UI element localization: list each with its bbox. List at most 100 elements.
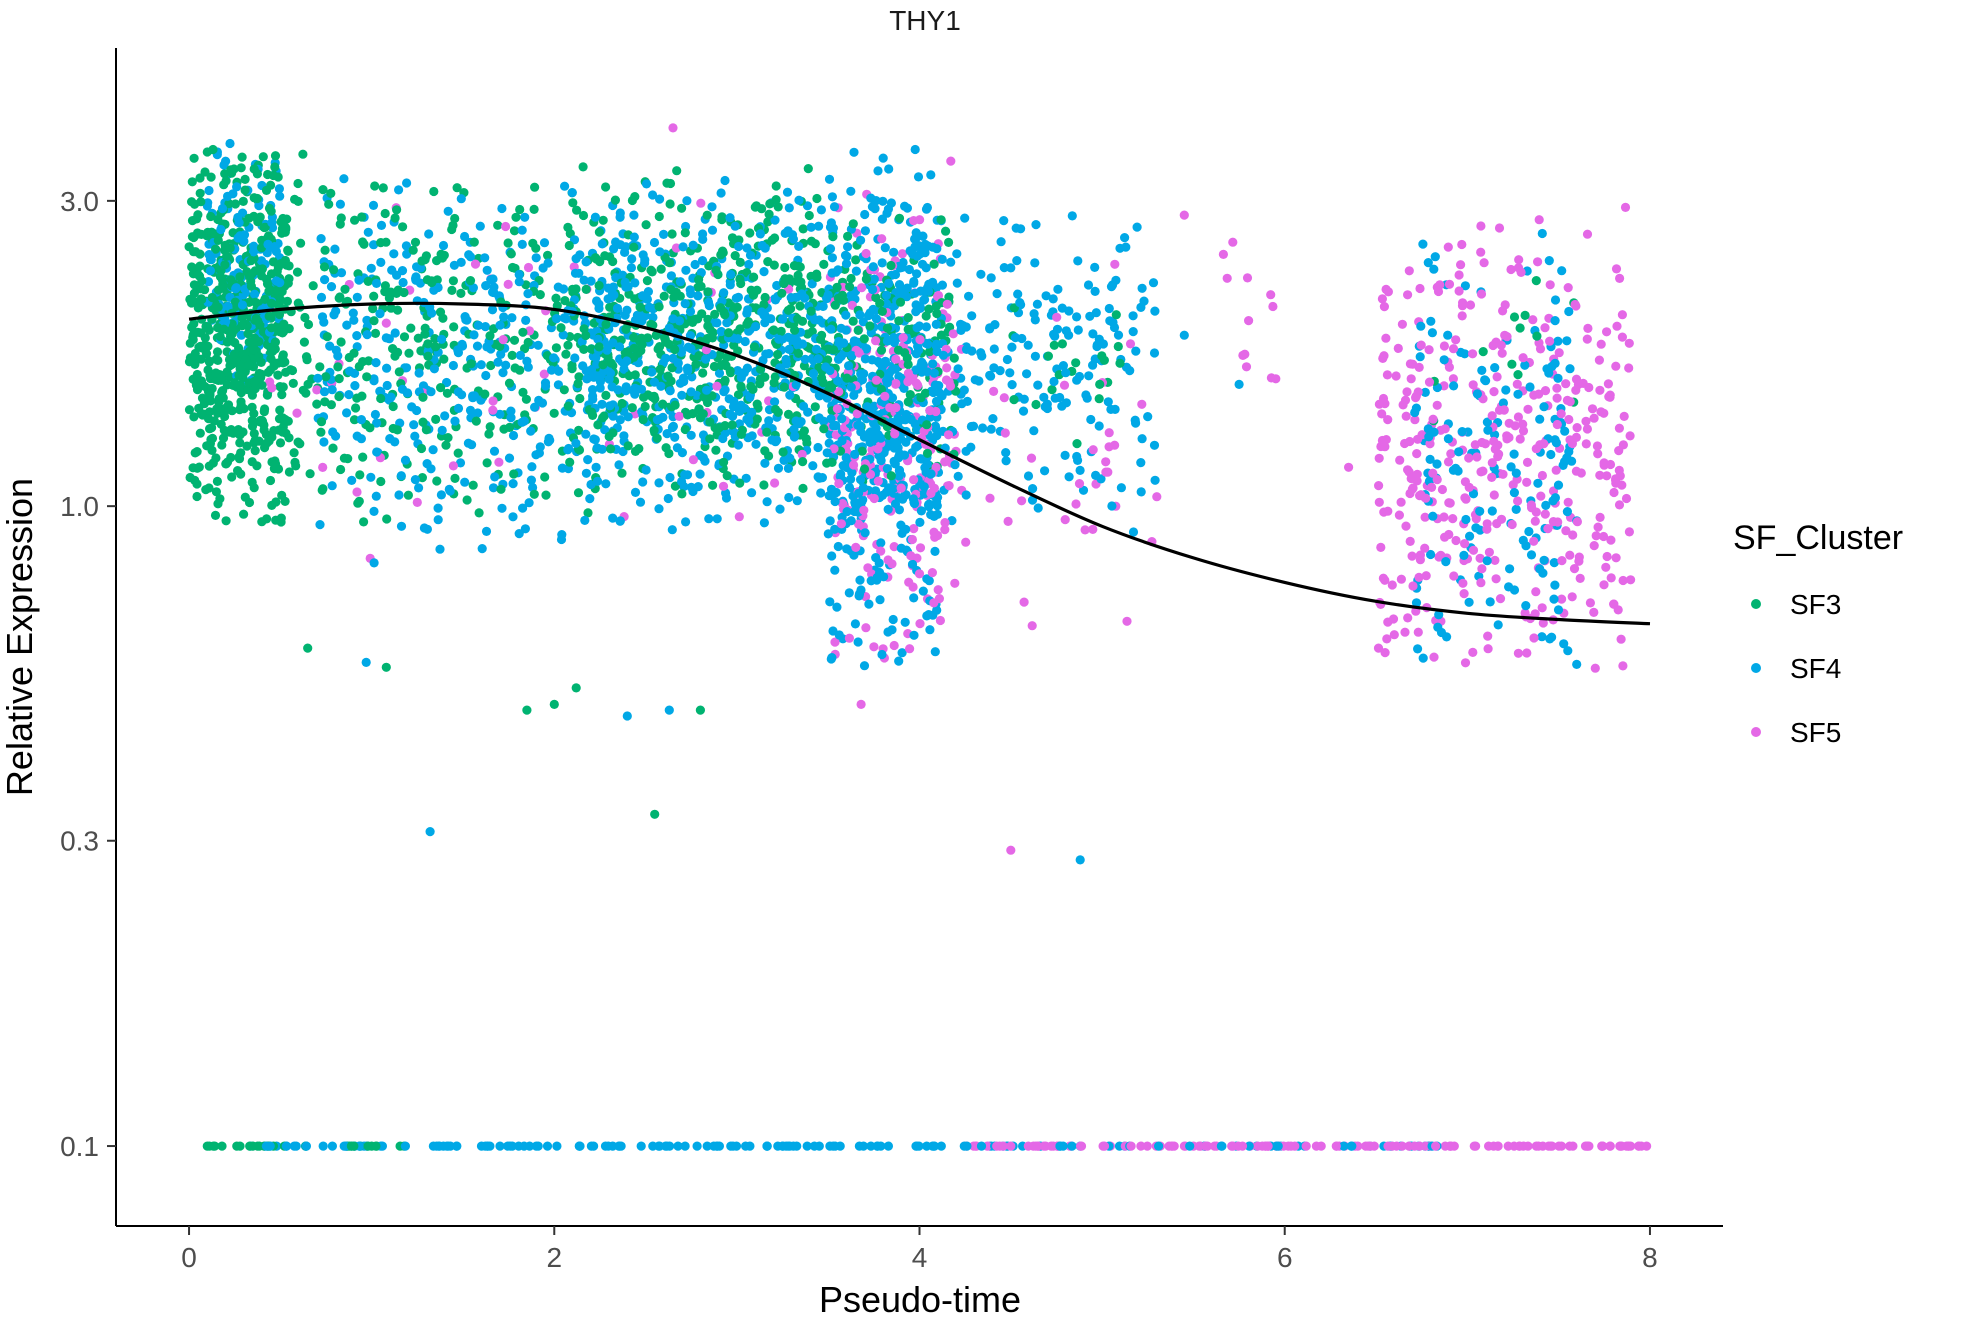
point-sf4 (558, 330, 568, 340)
point-sf5 (1497, 348, 1507, 358)
point-sf4 (1521, 541, 1531, 551)
point-sf3 (413, 333, 423, 343)
point-sf4 (855, 310, 865, 320)
point-sf4 (570, 268, 581, 278)
point-sf5 (1599, 531, 1609, 542)
point-sf4 (475, 221, 485, 231)
point-sf4 (871, 314, 882, 324)
point-sf5 (1000, 428, 1010, 438)
point-sf3 (250, 376, 260, 386)
point-sf3 (736, 278, 746, 289)
point-sf4 (1475, 506, 1485, 516)
point-sf4 (673, 358, 683, 368)
point-sf4 (916, 506, 927, 516)
point-sf5 (861, 623, 871, 633)
point-sf4 (1040, 402, 1050, 412)
point-sf5 (1611, 361, 1621, 371)
point-sf3 (420, 329, 430, 339)
point-sf5 (1179, 210, 1189, 220)
point-sf5 (1379, 302, 1389, 312)
point-sf4 (1506, 462, 1516, 472)
point-sf5 (1506, 264, 1516, 275)
point-sf3 (222, 402, 232, 412)
point-sf5 (1556, 409, 1566, 419)
point-sf5 (1591, 531, 1601, 541)
point-sf4 (1426, 549, 1436, 560)
point-sf4 (652, 415, 663, 425)
point-sf4 (922, 1141, 932, 1151)
point-sf4 (877, 649, 887, 660)
point-sf4 (582, 374, 592, 384)
point-sf3 (931, 301, 941, 311)
point-sf4 (733, 292, 744, 302)
point-sf3 (710, 309, 720, 319)
point-sf4 (1234, 379, 1244, 389)
point-sf4 (267, 218, 277, 228)
point-sf3 (802, 438, 812, 448)
point-sf3 (290, 194, 300, 204)
point-sf4 (825, 244, 836, 254)
point-sf5 (1625, 431, 1635, 441)
point-sf4 (396, 521, 407, 531)
point-sf4 (609, 244, 619, 254)
point-sf3 (247, 402, 257, 412)
point-sf5 (1537, 603, 1547, 613)
point-sf5 (1498, 306, 1508, 316)
point-sf4 (233, 212, 243, 223)
point-sf3 (578, 162, 588, 172)
point-sf4 (457, 339, 467, 349)
point-sf3 (319, 262, 330, 272)
point-sf4 (668, 421, 679, 431)
point-sf4 (793, 340, 803, 350)
point-sf5 (849, 460, 859, 470)
point-sf3 (191, 247, 201, 257)
point-sf3 (733, 390, 744, 400)
point-sf5 (1470, 440, 1480, 450)
point-sf4 (203, 277, 214, 287)
point-sf4 (641, 179, 652, 189)
point-sf4 (851, 266, 862, 276)
point-sf3 (316, 417, 327, 427)
point-sf3 (759, 480, 769, 490)
point-sf3 (579, 344, 589, 354)
point-sf4 (1131, 346, 1141, 356)
point-sf4 (400, 1141, 410, 1151)
point-sf3 (659, 291, 669, 301)
point-sf3 (215, 331, 225, 342)
point-sf4 (427, 308, 437, 318)
point-sf4 (596, 370, 606, 380)
point-sf3 (398, 222, 408, 232)
point-sf4 (356, 434, 366, 444)
point-sf4 (876, 456, 886, 466)
point-sf4 (930, 546, 940, 557)
point-sf4 (1562, 336, 1572, 346)
point-sf5 (1565, 1141, 1575, 1151)
x-tick-label: 0 (181, 1242, 197, 1273)
point-sf4 (1562, 507, 1572, 517)
point-sf3 (735, 324, 745, 334)
point-sf4 (623, 412, 633, 422)
point-sf4 (1005, 368, 1015, 378)
point-sf5 (1563, 283, 1573, 293)
point-sf3 (303, 643, 313, 653)
point-sf3 (230, 338, 240, 348)
point-sf4 (442, 377, 452, 388)
point-sf4 (316, 234, 326, 244)
point-sf4 (829, 421, 839, 431)
point-sf3 (277, 390, 287, 400)
legend-title: SF_Cluster (1733, 519, 1903, 557)
point-sf4 (629, 210, 639, 220)
point-sf4 (1016, 224, 1026, 234)
point-sf4 (1018, 406, 1029, 416)
point-sf4 (667, 525, 677, 535)
point-sf5 (1389, 630, 1399, 640)
point-sf5 (1599, 458, 1609, 468)
point-sf3 (482, 458, 492, 468)
point-sf3 (293, 298, 303, 308)
point-sf3 (922, 420, 932, 430)
point-sf4 (932, 244, 942, 254)
point-sf5 (1457, 239, 1467, 250)
point-sf4 (813, 442, 823, 453)
point-sf3 (343, 454, 353, 464)
